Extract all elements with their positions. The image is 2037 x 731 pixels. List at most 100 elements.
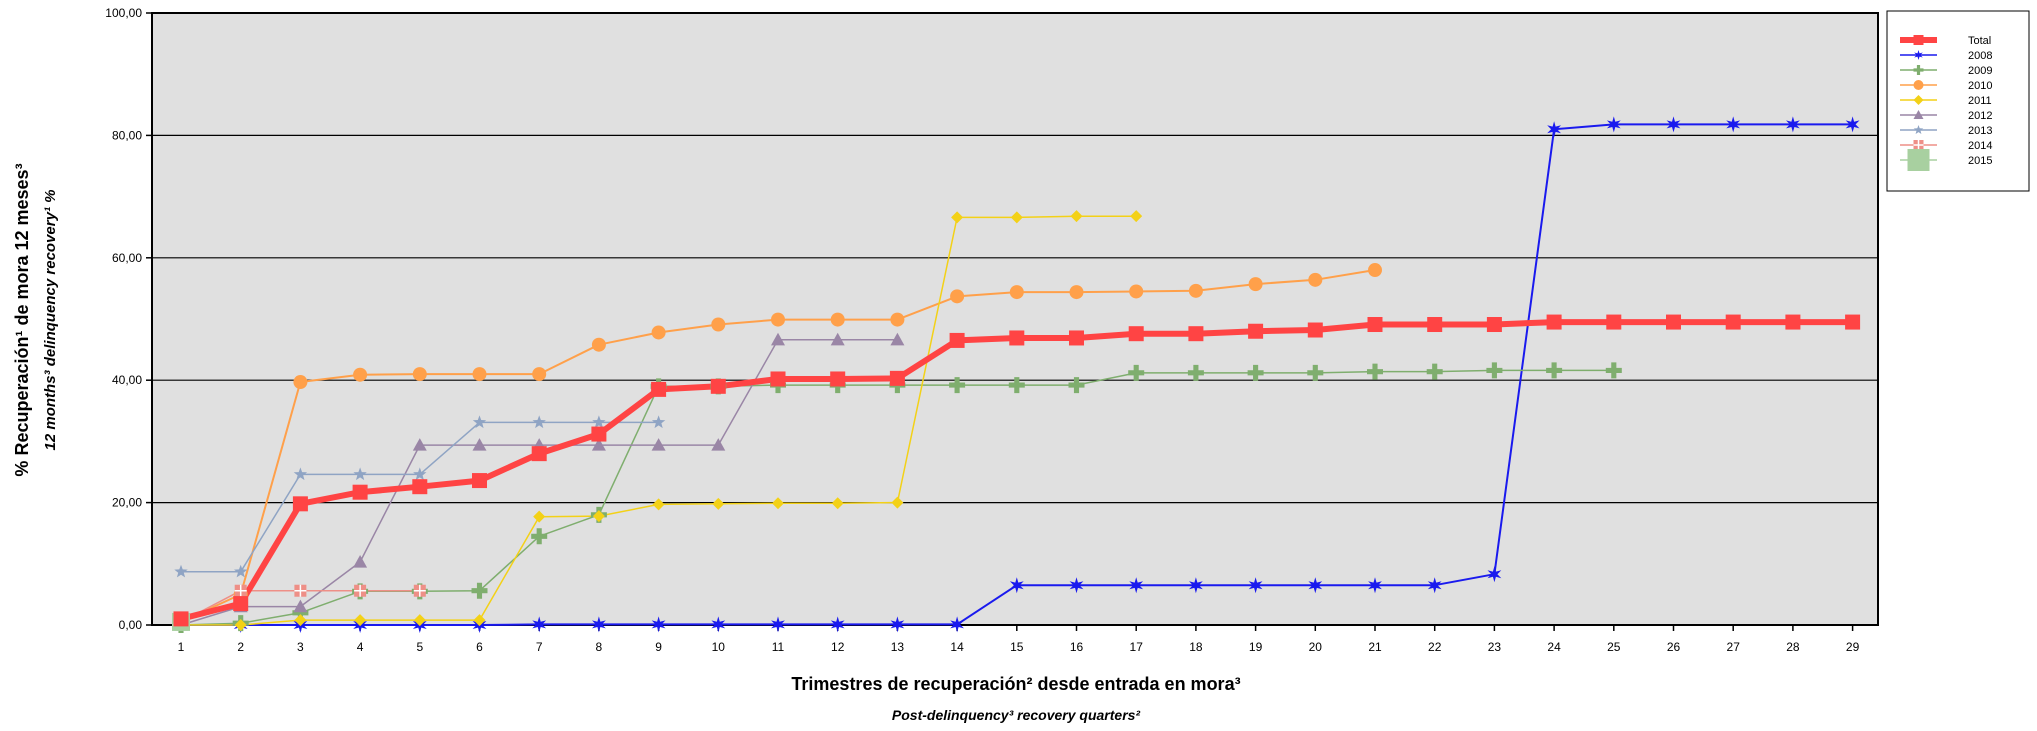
x-tick-label: 21 bbox=[1368, 640, 1382, 654]
point-2010 bbox=[591, 337, 606, 352]
x-tick-label: 11 bbox=[772, 640, 785, 654]
point-2008 bbox=[1189, 577, 1203, 594]
point-2008 bbox=[1069, 577, 1084, 594]
point-2012 bbox=[890, 332, 905, 346]
point-total bbox=[1128, 326, 1144, 342]
point-2010 bbox=[412, 367, 427, 382]
point-total bbox=[710, 378, 726, 394]
x-tick-label: 18 bbox=[1189, 640, 1203, 654]
point-2010 bbox=[950, 289, 965, 304]
point-total bbox=[1009, 330, 1025, 346]
point-2008 bbox=[532, 616, 547, 633]
legend-entries: Total 2008 2009 2010 2011 2012 2013 2014 2015 bbox=[1900, 35, 1992, 171]
point-2012 bbox=[771, 332, 785, 346]
point-total bbox=[1845, 314, 1861, 330]
point-2013 bbox=[293, 467, 308, 481]
point-total bbox=[1725, 314, 1741, 330]
point-total bbox=[830, 371, 846, 387]
point-2014-cross bbox=[413, 584, 426, 597]
legend-label-2009: 2009 bbox=[1968, 65, 1992, 77]
y-tick-label: 100,00 bbox=[105, 6, 142, 20]
point-total bbox=[1666, 314, 1681, 330]
point-2011 bbox=[1010, 211, 1023, 224]
x-tick-label: 22 bbox=[1428, 640, 1442, 654]
point-2010 bbox=[1368, 263, 1382, 278]
point-2010 bbox=[651, 325, 666, 340]
point-2008 bbox=[1368, 577, 1382, 594]
point-2009 bbox=[1486, 362, 1503, 379]
point-2014 bbox=[294, 584, 307, 597]
point-2012 bbox=[353, 554, 368, 568]
y-axis-title: % Recuperación¹ de mora 12 meses³ bbox=[12, 163, 32, 476]
point-2011 bbox=[891, 496, 904, 509]
x-tick-label: 13 bbox=[891, 640, 905, 654]
point-total bbox=[352, 484, 368, 500]
point-2014-cross bbox=[234, 584, 247, 597]
x-tick-label: 16 bbox=[1070, 640, 1084, 654]
y-axis-subtitle: 12 months³ delinquency recovery¹ % bbox=[42, 190, 59, 451]
point-2012 bbox=[830, 332, 845, 346]
point-2008 bbox=[890, 616, 905, 633]
point-2012 bbox=[472, 438, 487, 451]
point-2008 bbox=[771, 616, 785, 633]
point-2008 bbox=[1726, 116, 1741, 133]
point-2013 bbox=[413, 467, 427, 481]
x-tick-label: 5 bbox=[416, 640, 423, 654]
point-2008 bbox=[1606, 116, 1621, 133]
point-2011 bbox=[831, 497, 844, 510]
x-tick-label: 17 bbox=[1130, 640, 1144, 654]
x-tick-label: 14 bbox=[950, 640, 964, 654]
x-axis-title: Trimestres de recuperación² desde entrad… bbox=[791, 674, 1240, 694]
x-tick-label: 1 bbox=[178, 640, 185, 654]
legend-marker-2013 bbox=[1913, 125, 1924, 134]
legend-label-2013: 2013 bbox=[1968, 125, 1992, 137]
point-total bbox=[531, 446, 547, 462]
point-2009 bbox=[949, 377, 966, 394]
point-2010 bbox=[771, 312, 785, 327]
plot-area bbox=[151, 12, 1879, 626]
point-total bbox=[233, 596, 249, 612]
legend-marker-total bbox=[1913, 35, 1924, 45]
point-2011 bbox=[1070, 210, 1083, 223]
point-2008 bbox=[1845, 116, 1860, 133]
point-2010 bbox=[830, 312, 845, 327]
point-2009 bbox=[1068, 377, 1085, 394]
legend-marker-2010 bbox=[1913, 80, 1924, 90]
point-2013 bbox=[234, 564, 248, 578]
point-2011 bbox=[951, 211, 964, 224]
point-2010 bbox=[1069, 285, 1084, 300]
x-tick-label: 4 bbox=[357, 640, 364, 654]
x-tick-label: 20 bbox=[1309, 640, 1323, 654]
point-total bbox=[1069, 330, 1084, 346]
point-total bbox=[1188, 326, 1204, 342]
point-2013 bbox=[592, 415, 606, 429]
legend-label-2015: 2015 bbox=[1968, 155, 1992, 167]
point-2008 bbox=[950, 616, 964, 633]
point-2012 bbox=[293, 599, 308, 613]
point-2010 bbox=[1248, 277, 1263, 292]
point-2011 bbox=[1130, 210, 1143, 223]
point-total bbox=[173, 611, 189, 627]
point-total bbox=[1367, 317, 1383, 333]
point-2010 bbox=[711, 317, 726, 332]
x-tick-label: 6 bbox=[476, 640, 483, 654]
point-2012 bbox=[651, 438, 666, 451]
point-2011 bbox=[413, 614, 426, 627]
x-tick-label: 8 bbox=[596, 640, 603, 654]
point-2011 bbox=[354, 614, 367, 627]
point-2013 bbox=[353, 467, 367, 481]
point-2009 bbox=[292, 604, 309, 621]
point-total bbox=[292, 496, 308, 512]
point-2011 bbox=[772, 497, 784, 510]
point-2012 bbox=[412, 438, 427, 451]
point-2011 bbox=[533, 510, 546, 523]
point-2011 bbox=[712, 497, 725, 510]
legend-marker-2008 bbox=[1914, 50, 1923, 60]
x-tick-label: 19 bbox=[1249, 640, 1263, 654]
point-2008 bbox=[1547, 121, 1561, 138]
point-2009 bbox=[531, 528, 548, 545]
point-2009 bbox=[1008, 377, 1025, 394]
